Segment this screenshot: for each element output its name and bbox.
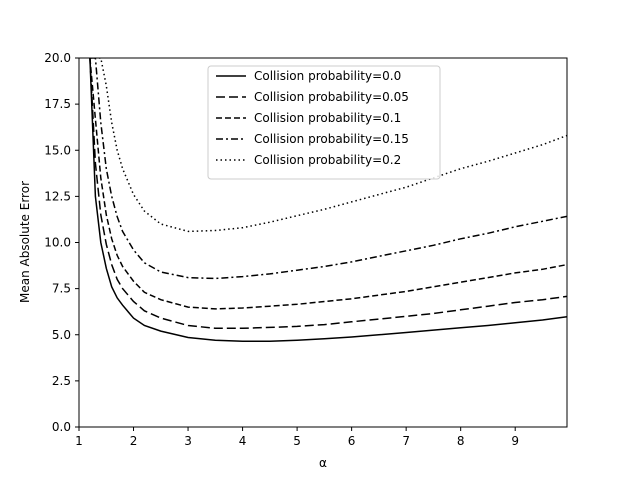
series-line-0: [89, 58, 567, 342]
legend-label-0: Collision probability=0.0: [254, 69, 401, 83]
x-tick-label: 7: [402, 434, 410, 448]
x-tick-label: 3: [184, 434, 192, 448]
legend-label-3: Collision probability=0.15: [254, 132, 409, 146]
x-axis-ticks: 1 2 3 4 5 6 7 8 9: [75, 427, 519, 448]
legend-label-2: Collision probability=0.1: [254, 111, 401, 125]
x-tick-label: 6: [348, 434, 356, 448]
x-tick-label: 5: [293, 434, 301, 448]
y-tick-label: 12.5: [44, 189, 71, 203]
legend-box: [207, 65, 441, 180]
y-axis-title: Mean Absolute Error: [18, 181, 32, 303]
x-tick-label: 1: [75, 434, 83, 448]
y-tick-label: 5.0: [52, 328, 71, 342]
legend-label-1: Collision probability=0.05: [254, 90, 409, 104]
y-tick-label: 7.5: [52, 282, 71, 296]
x-axis-title: α: [319, 456, 327, 470]
series-line-1: [89, 58, 567, 330]
x-tick-label: 8: [457, 434, 465, 448]
y-tick-label: 0.0: [52, 420, 71, 434]
series-layer: [89, 58, 567, 342]
y-tick-label: 2.5: [52, 374, 71, 388]
y-tick-label: 20.0: [44, 51, 71, 65]
x-tick-label: 9: [511, 434, 519, 448]
x-tick-label: 4: [239, 434, 247, 448]
series-line-4: [89, 58, 567, 233]
x-tick-label: 2: [130, 434, 138, 448]
series-line-3: [89, 58, 567, 280]
y-tick-label: 17.5: [44, 97, 71, 111]
legend: Collision probability=0.0 Collision proba…: [207, 65, 441, 180]
legend-label-4: Collision probability=0.2: [254, 153, 401, 167]
y-tick-label: 10.0: [44, 236, 71, 250]
y-tick-label: 15.0: [44, 143, 71, 157]
y-axis-ticks: 0.0 2.5 5.0 7.5 10.0 12.5 15.0 17.5 20.0: [44, 51, 79, 434]
series-line-2: [89, 58, 567, 310]
